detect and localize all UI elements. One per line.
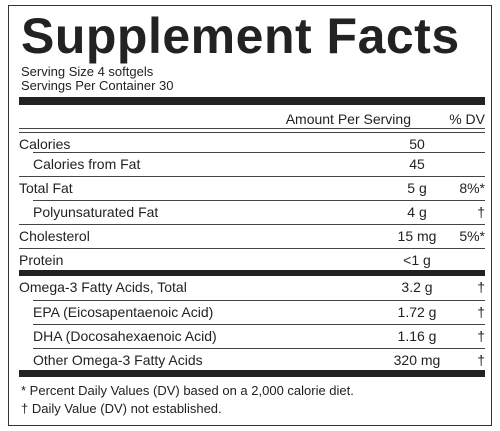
thick-rule xyxy=(19,370,485,377)
amount: 3.2 g xyxy=(401,279,433,295)
thick-rule xyxy=(19,270,485,276)
nutrient-row: DHA (Docosahexaenoic Acid) 1.16 g † xyxy=(33,324,485,347)
daily-value: † xyxy=(477,328,485,344)
amount: 4 g xyxy=(407,204,427,220)
nutrient-row: Polyunsaturated Fat 4 g † xyxy=(33,200,485,223)
nutrient-name: Calories from Fat xyxy=(33,156,141,172)
nutrient-name: Total Fat xyxy=(19,180,73,196)
column-dv: % DV xyxy=(449,111,485,127)
amount: 15 mg xyxy=(397,228,437,244)
nutrient-name: Calories xyxy=(19,136,71,152)
nutrient-row: Protein <1 g xyxy=(19,248,485,271)
servings-per-container: Servings Per Container 30 xyxy=(21,78,174,93)
nutrient-name: Cholesterol xyxy=(19,228,90,244)
amount: <1 g xyxy=(403,252,431,268)
daily-value: 5%* xyxy=(459,228,485,244)
daily-value: 8%* xyxy=(459,180,485,196)
nutrient-name: Other Omega-3 Fatty Acids xyxy=(33,352,203,368)
amount: 5 g xyxy=(407,180,427,196)
amount: 1.16 g xyxy=(397,328,437,344)
amount: 45 xyxy=(409,156,425,172)
nutrient-row: Calories from Fat 45 xyxy=(33,152,485,175)
daily-value: † xyxy=(477,204,485,220)
column-amount: Amount Per Serving xyxy=(285,111,411,127)
daily-value: † xyxy=(477,279,485,295)
nutrient-name: Omega-3 Fatty Acids, Total xyxy=(19,279,187,295)
supplement-label: Supplement Facts Serving Size 4 softgels… xyxy=(8,5,492,426)
footnote: * Percent Daily Values (DV) based on a 2… xyxy=(21,383,354,398)
nutrient-name: Protein xyxy=(19,252,64,268)
daily-value: † xyxy=(477,352,485,368)
title: Supplement Facts xyxy=(21,8,460,64)
amount: 1.72 g xyxy=(397,304,437,320)
nutrient-row: Calories 50 xyxy=(19,132,485,155)
thick-rule xyxy=(19,97,485,105)
nutrient-row: Other Omega-3 Fatty Acids 320 mg † xyxy=(33,348,485,371)
footnote: † Daily Value (DV) not established. xyxy=(21,401,222,416)
nutrient-row: Cholesterol 15 mg 5%* xyxy=(19,224,485,247)
nutrient-name: Polyunsaturated Fat xyxy=(33,204,159,220)
amount: 50 xyxy=(409,136,425,152)
daily-value: † xyxy=(477,304,485,320)
nutrient-row: Omega-3 Fatty Acids, Total 3.2 g † xyxy=(19,276,485,298)
amount: 320 mg xyxy=(393,352,441,368)
nutrient-name: EPA (Eicosapentaenoic Acid) xyxy=(33,304,214,320)
nutrient-row: Total Fat 5 g 8%* xyxy=(19,176,485,199)
serving-size: Serving Size 4 softgels xyxy=(21,64,154,79)
column-header: Amount Per Serving % DV xyxy=(19,108,485,129)
nutrient-name: DHA (Docosahexaenoic Acid) xyxy=(33,328,217,344)
nutrient-row: EPA (Eicosapentaenoic Acid) 1.72 g † xyxy=(33,300,485,323)
